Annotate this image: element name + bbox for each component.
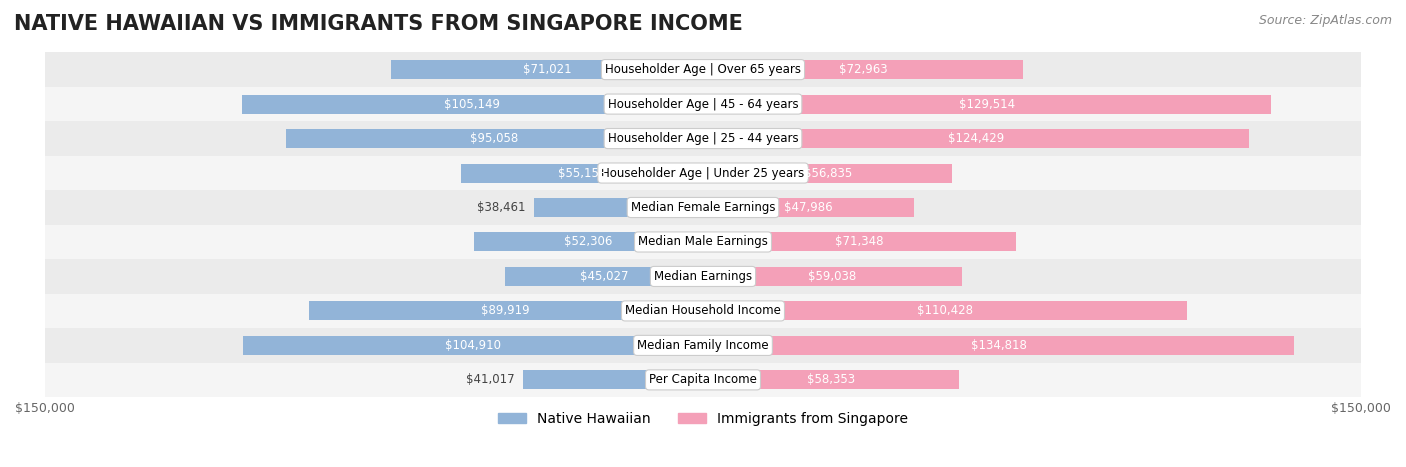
Bar: [45, 156, 1361, 190]
Text: $47,986: $47,986: [785, 201, 832, 214]
Text: Median Family Income: Median Family Income: [637, 339, 769, 352]
Text: $129,514: $129,514: [959, 98, 1015, 111]
Bar: [703, 370, 959, 389]
Bar: [45, 225, 1361, 259]
Bar: [703, 267, 962, 286]
Text: $72,963: $72,963: [839, 63, 887, 76]
Bar: [703, 129, 1249, 148]
Text: $105,149: $105,149: [444, 98, 501, 111]
Text: $71,021: $71,021: [523, 63, 571, 76]
Bar: [45, 190, 1361, 225]
Legend: Native Hawaiian, Immigrants from Singapore: Native Hawaiian, Immigrants from Singapo…: [492, 406, 914, 432]
Text: Source: ZipAtlas.com: Source: ZipAtlas.com: [1258, 14, 1392, 27]
Text: $56,835: $56,835: [804, 167, 852, 179]
Bar: [703, 60, 1024, 79]
Bar: [243, 336, 703, 355]
Bar: [461, 163, 703, 183]
Text: $55,158: $55,158: [558, 167, 606, 179]
Text: $124,429: $124,429: [948, 132, 1004, 145]
Text: $41,017: $41,017: [465, 374, 515, 386]
Bar: [285, 129, 703, 148]
Text: $110,428: $110,428: [917, 304, 973, 318]
Text: Householder Age | 45 - 64 years: Householder Age | 45 - 64 years: [607, 98, 799, 111]
Bar: [703, 233, 1017, 251]
Text: $134,818: $134,818: [970, 339, 1026, 352]
Text: $71,348: $71,348: [835, 235, 884, 248]
Text: $104,910: $104,910: [444, 339, 501, 352]
Bar: [506, 267, 703, 286]
Text: $95,058: $95,058: [471, 132, 519, 145]
Text: Per Capita Income: Per Capita Income: [650, 374, 756, 386]
Text: $45,027: $45,027: [581, 270, 628, 283]
Bar: [474, 233, 703, 251]
Bar: [703, 95, 1271, 113]
Text: Householder Age | Over 65 years: Householder Age | Over 65 years: [605, 63, 801, 76]
Text: Householder Age | 25 - 44 years: Householder Age | 25 - 44 years: [607, 132, 799, 145]
Text: $52,306: $52,306: [564, 235, 613, 248]
Text: Median Female Earnings: Median Female Earnings: [631, 201, 775, 214]
Text: $59,038: $59,038: [808, 270, 856, 283]
Bar: [242, 95, 703, 113]
Text: Householder Age | Under 25 years: Householder Age | Under 25 years: [602, 167, 804, 179]
Bar: [45, 328, 1361, 363]
Bar: [45, 294, 1361, 328]
Text: Median Male Earnings: Median Male Earnings: [638, 235, 768, 248]
Bar: [45, 52, 1361, 87]
Text: $89,919: $89,919: [481, 304, 530, 318]
Text: Median Earnings: Median Earnings: [654, 270, 752, 283]
Bar: [703, 198, 914, 217]
Bar: [45, 363, 1361, 397]
Text: NATIVE HAWAIIAN VS IMMIGRANTS FROM SINGAPORE INCOME: NATIVE HAWAIIAN VS IMMIGRANTS FROM SINGA…: [14, 14, 742, 34]
Text: Median Household Income: Median Household Income: [626, 304, 780, 318]
Bar: [45, 121, 1361, 156]
Bar: [308, 301, 703, 320]
Bar: [534, 198, 703, 217]
Text: $58,353: $58,353: [807, 374, 855, 386]
Bar: [45, 259, 1361, 294]
Bar: [45, 87, 1361, 121]
Bar: [703, 301, 1188, 320]
Bar: [703, 163, 952, 183]
Bar: [391, 60, 703, 79]
Bar: [523, 370, 703, 389]
Text: $38,461: $38,461: [477, 201, 526, 214]
Bar: [703, 336, 1295, 355]
